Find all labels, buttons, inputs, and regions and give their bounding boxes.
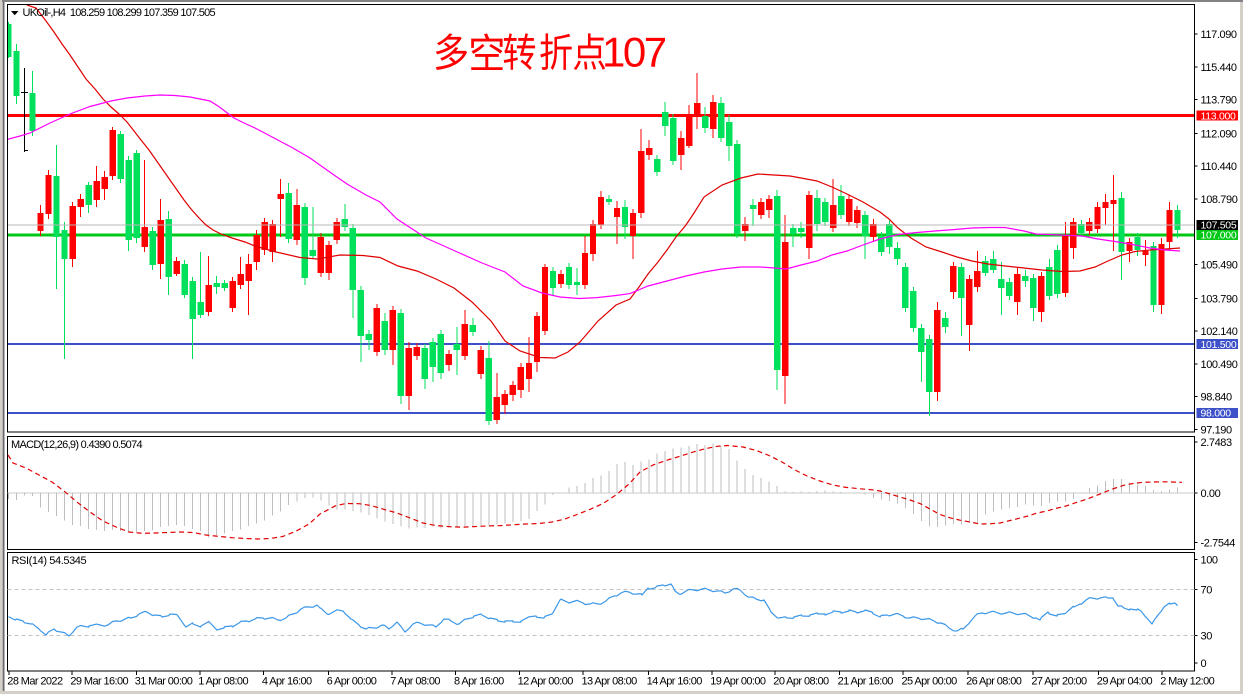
svg-text:-2.7544: -2.7544 [1201,537,1236,549]
svg-text:26 Apr 08:00: 26 Apr 08:00 [966,676,1022,688]
svg-text:28 Mar 2022: 28 Mar 2022 [7,676,63,688]
svg-text:2 May 12:00: 2 May 12:00 [1160,676,1214,688]
svg-text:20 Apr 08:00: 20 Apr 08:00 [773,676,829,688]
svg-text:113.000: 113.000 [1201,110,1237,122]
svg-text:107.505: 107.505 [1201,220,1237,232]
svg-text:19 Apr 00:00: 19 Apr 00:00 [710,676,766,688]
svg-text:12 Apr 00:00: 12 Apr 00:00 [518,676,574,688]
svg-text:2.7483: 2.7483 [1201,437,1233,449]
svg-text:101.500: 101.500 [1201,339,1237,351]
svg-text:25 Apr 00:00: 25 Apr 00:00 [902,676,958,688]
svg-text:27 Apr 20:00: 27 Apr 20:00 [1031,676,1087,688]
svg-text:21 Apr 16:00: 21 Apr 16:00 [838,676,894,688]
svg-text:13 Apr 08:00: 13 Apr 08:00 [582,676,638,688]
svg-text:107.000: 107.000 [1201,230,1237,242]
svg-text:105.490: 105.490 [1201,260,1238,272]
svg-text:100: 100 [1201,554,1218,566]
svg-text:29 Mar 16:00: 29 Mar 16:00 [70,676,128,688]
svg-text:108.790: 108.790 [1201,194,1238,206]
svg-text:8 Apr 16:00: 8 Apr 16:00 [454,676,504,688]
svg-text:14 Apr 16:00: 14 Apr 16:00 [647,676,703,688]
svg-text:4 Apr 16:00: 4 Apr 16:00 [262,676,312,688]
svg-text:117.090: 117.090 [1201,29,1237,41]
svg-text:29 Apr 04:00: 29 Apr 04:00 [1097,676,1153,688]
svg-text:107: 107 [602,29,666,76]
svg-text:112.090: 112.090 [1201,128,1237,140]
svg-text:115.440: 115.440 [1201,62,1237,74]
svg-text:0: 0 [1201,658,1207,670]
svg-text:0.00: 0.00 [1201,488,1221,500]
svg-text:1 Apr 08:00: 1 Apr 08:00 [198,676,248,688]
svg-text:103.790: 103.790 [1201,293,1238,305]
svg-text:110.440: 110.440 [1201,161,1237,173]
svg-text:6 Apr 00:00: 6 Apr 00:00 [327,676,377,688]
svg-text:113.790: 113.790 [1201,95,1237,107]
svg-text:102.140: 102.140 [1201,326,1238,338]
svg-text:UKOil-,H4 108.259 108.299 107: UKOil-,H4 108.259 108.299 107.359 107.50… [23,7,216,19]
svg-text:98.000: 98.000 [1201,408,1232,420]
svg-text:70: 70 [1201,585,1213,597]
svg-text:7 Apr 08:00: 7 Apr 08:00 [390,676,440,688]
svg-text:100.490: 100.490 [1201,359,1238,371]
svg-text:30: 30 [1201,631,1213,643]
svg-text:MACD(12,26,9) 0.4390 0.5074: MACD(12,26,9) 0.4390 0.5074 [11,439,142,451]
svg-text:RSI(14) 54.5345: RSI(14) 54.5345 [12,555,87,567]
svg-text:98.840: 98.840 [1201,392,1233,404]
svg-text:31 Mar 00:00: 31 Mar 00:00 [135,676,193,688]
svg-text:97.190: 97.190 [1201,424,1233,436]
